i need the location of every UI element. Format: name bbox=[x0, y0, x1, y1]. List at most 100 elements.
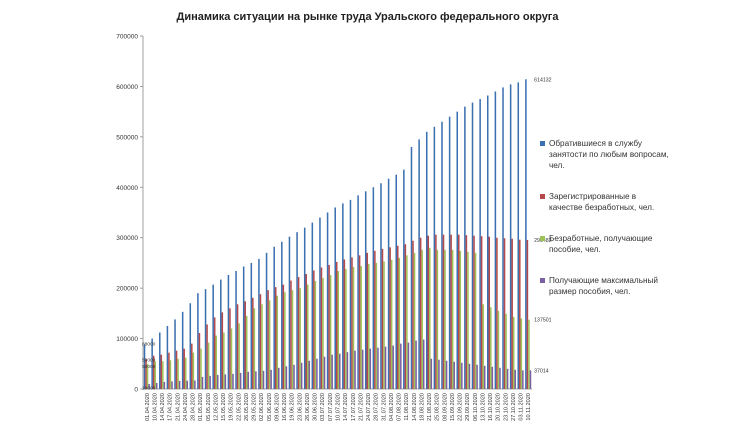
bar-s3-c45 bbox=[491, 366, 494, 389]
bar-s2-c41 bbox=[459, 250, 462, 389]
bar-s0-c48 bbox=[509, 84, 512, 389]
x-tick-label: 10.07.2020 bbox=[336, 393, 342, 421]
x-tick-label: 23.06.2020 bbox=[297, 393, 303, 421]
bar-s1-c26 bbox=[343, 259, 346, 389]
bar-s2-c38 bbox=[436, 249, 439, 389]
x-tick-label: 22.09.2020 bbox=[458, 393, 464, 421]
x-tick-label: 28.04.2020 bbox=[191, 393, 197, 421]
bar-s2-c23 bbox=[322, 278, 324, 389]
bar-s0-c26 bbox=[342, 203, 344, 389]
y-tick-label: 300000 bbox=[116, 235, 138, 242]
bar-s1-c13 bbox=[244, 301, 246, 389]
bar-s2-c47 bbox=[505, 313, 507, 389]
x-tick-label: 21.04.2020 bbox=[175, 393, 181, 421]
bar-s0-c34 bbox=[403, 169, 405, 389]
bar-s0-c11 bbox=[227, 275, 230, 389]
bar-s1-c19 bbox=[290, 280, 292, 389]
x-tick-label: 14.04.2020 bbox=[160, 393, 166, 421]
data-label-first-1: 59000 bbox=[142, 358, 156, 364]
legend-item-applicants: Обратившиеся в службу занятости по любым… bbox=[540, 138, 670, 171]
bar-s0-c20 bbox=[296, 232, 298, 389]
bar-s2-c1 bbox=[154, 361, 156, 389]
bar-s2-c50 bbox=[528, 319, 530, 389]
bar-s3-c35 bbox=[415, 340, 417, 389]
bar-s2-c24 bbox=[329, 275, 332, 389]
bar-s3-c26 bbox=[346, 352, 349, 389]
bar-s1-c43 bbox=[473, 235, 475, 389]
bar-s0-c12 bbox=[235, 270, 237, 389]
bar-s1-c2 bbox=[160, 354, 163, 389]
bar-s3-c41 bbox=[461, 362, 463, 389]
bar-s3-c49 bbox=[522, 370, 524, 389]
x-tick-label: 27.10.2020 bbox=[511, 393, 517, 421]
bar-s0-c43 bbox=[471, 102, 474, 390]
y-tick-label: 0 bbox=[134, 387, 138, 394]
bar-s0-c6 bbox=[189, 303, 192, 389]
bar-s2-c49 bbox=[520, 318, 523, 389]
bar-s2-c20 bbox=[299, 288, 301, 389]
bar-s1-c35 bbox=[412, 240, 414, 389]
x-tick-label: 19.05.2020 bbox=[229, 393, 235, 421]
bar-s0-c9 bbox=[212, 284, 214, 389]
bar-s1-c4 bbox=[175, 350, 178, 389]
x-tick-label: 02.06.2020 bbox=[259, 393, 265, 421]
bar-s1-c1 bbox=[152, 355, 155, 389]
bar-s0-c40 bbox=[448, 116, 451, 389]
bar-s2-c17 bbox=[276, 295, 279, 389]
bar-s1-c6 bbox=[191, 343, 193, 389]
bar-s2-c33 bbox=[398, 257, 401, 389]
bar-s0-c19 bbox=[288, 236, 291, 389]
y-tick-label: 200000 bbox=[116, 286, 138, 293]
bar-s3-c48 bbox=[514, 369, 516, 389]
x-tick-label: 13.10.2020 bbox=[480, 393, 486, 421]
bar-s3-c22 bbox=[316, 358, 318, 389]
bar-s1-c46 bbox=[496, 237, 498, 389]
bar-s0-c5 bbox=[181, 311, 184, 389]
bar-s1-c29 bbox=[366, 252, 369, 389]
bar-s0-c28 bbox=[357, 195, 359, 389]
bar-s2-c32 bbox=[390, 259, 393, 389]
bar-s1-c9 bbox=[213, 317, 216, 389]
legend-label-applicants: Обратившиеся в службу занятости по любым… bbox=[549, 139, 669, 170]
bar-s2-c29 bbox=[368, 263, 370, 389]
bar-s1-c23 bbox=[320, 267, 323, 389]
bar-s1-c42 bbox=[465, 235, 468, 389]
bar-s2-c14 bbox=[253, 308, 256, 389]
bar-s3-c18 bbox=[285, 366, 288, 389]
bar-s2-c3 bbox=[169, 360, 172, 389]
bar-s0-c4 bbox=[174, 319, 176, 389]
bar-s3-c23 bbox=[323, 356, 326, 389]
bar-s2-c0 bbox=[146, 363, 149, 389]
bar-s3-c46 bbox=[499, 367, 501, 389]
bar-s3-c16 bbox=[270, 369, 272, 389]
bar-s1-c12 bbox=[236, 304, 239, 389]
x-tick-label: 06.10.2020 bbox=[473, 393, 479, 421]
bar-s3-c29 bbox=[369, 348, 372, 389]
bar-s0-c35 bbox=[410, 146, 413, 389]
bar-s2-c8 bbox=[207, 342, 210, 389]
x-tick-label: 08.09.2020 bbox=[442, 393, 448, 421]
y-tick-label: 400000 bbox=[116, 185, 138, 192]
bar-s0-c42 bbox=[464, 106, 466, 389]
bar-s3-c19 bbox=[293, 364, 295, 389]
bar-s0-c49 bbox=[517, 82, 520, 389]
bar-s3-c39 bbox=[445, 360, 448, 389]
bar-s3-c21 bbox=[308, 360, 311, 389]
bar-s0-c13 bbox=[242, 266, 245, 389]
bar-s3-c33 bbox=[400, 343, 402, 389]
bar-s1-c18 bbox=[282, 284, 285, 389]
x-tick-label: 07.08.2020 bbox=[397, 393, 403, 421]
data-label-first-2: 50000 bbox=[142, 364, 156, 370]
x-tick-label: 24.07.2020 bbox=[366, 393, 372, 421]
bar-s2-c46 bbox=[497, 310, 500, 389]
bar-s2-c15 bbox=[261, 304, 263, 389]
x-tick-label: 16.10.2020 bbox=[488, 393, 494, 421]
bar-s2-c44 bbox=[482, 304, 484, 389]
bar-s2-c42 bbox=[467, 251, 469, 389]
x-tick-label: 22.05.2020 bbox=[236, 393, 242, 421]
x-tick-label: 04.08.2020 bbox=[389, 393, 395, 421]
bar-s0-c3 bbox=[166, 325, 169, 389]
x-tick-label: 23.10.2020 bbox=[503, 393, 509, 421]
bar-s2-c34 bbox=[406, 255, 408, 389]
bar-s0-c31 bbox=[380, 183, 382, 389]
